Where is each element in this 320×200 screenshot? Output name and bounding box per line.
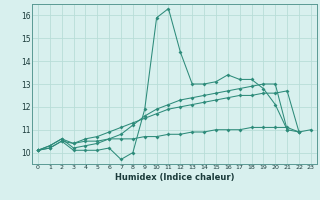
X-axis label: Humidex (Indice chaleur): Humidex (Indice chaleur) [115, 173, 234, 182]
